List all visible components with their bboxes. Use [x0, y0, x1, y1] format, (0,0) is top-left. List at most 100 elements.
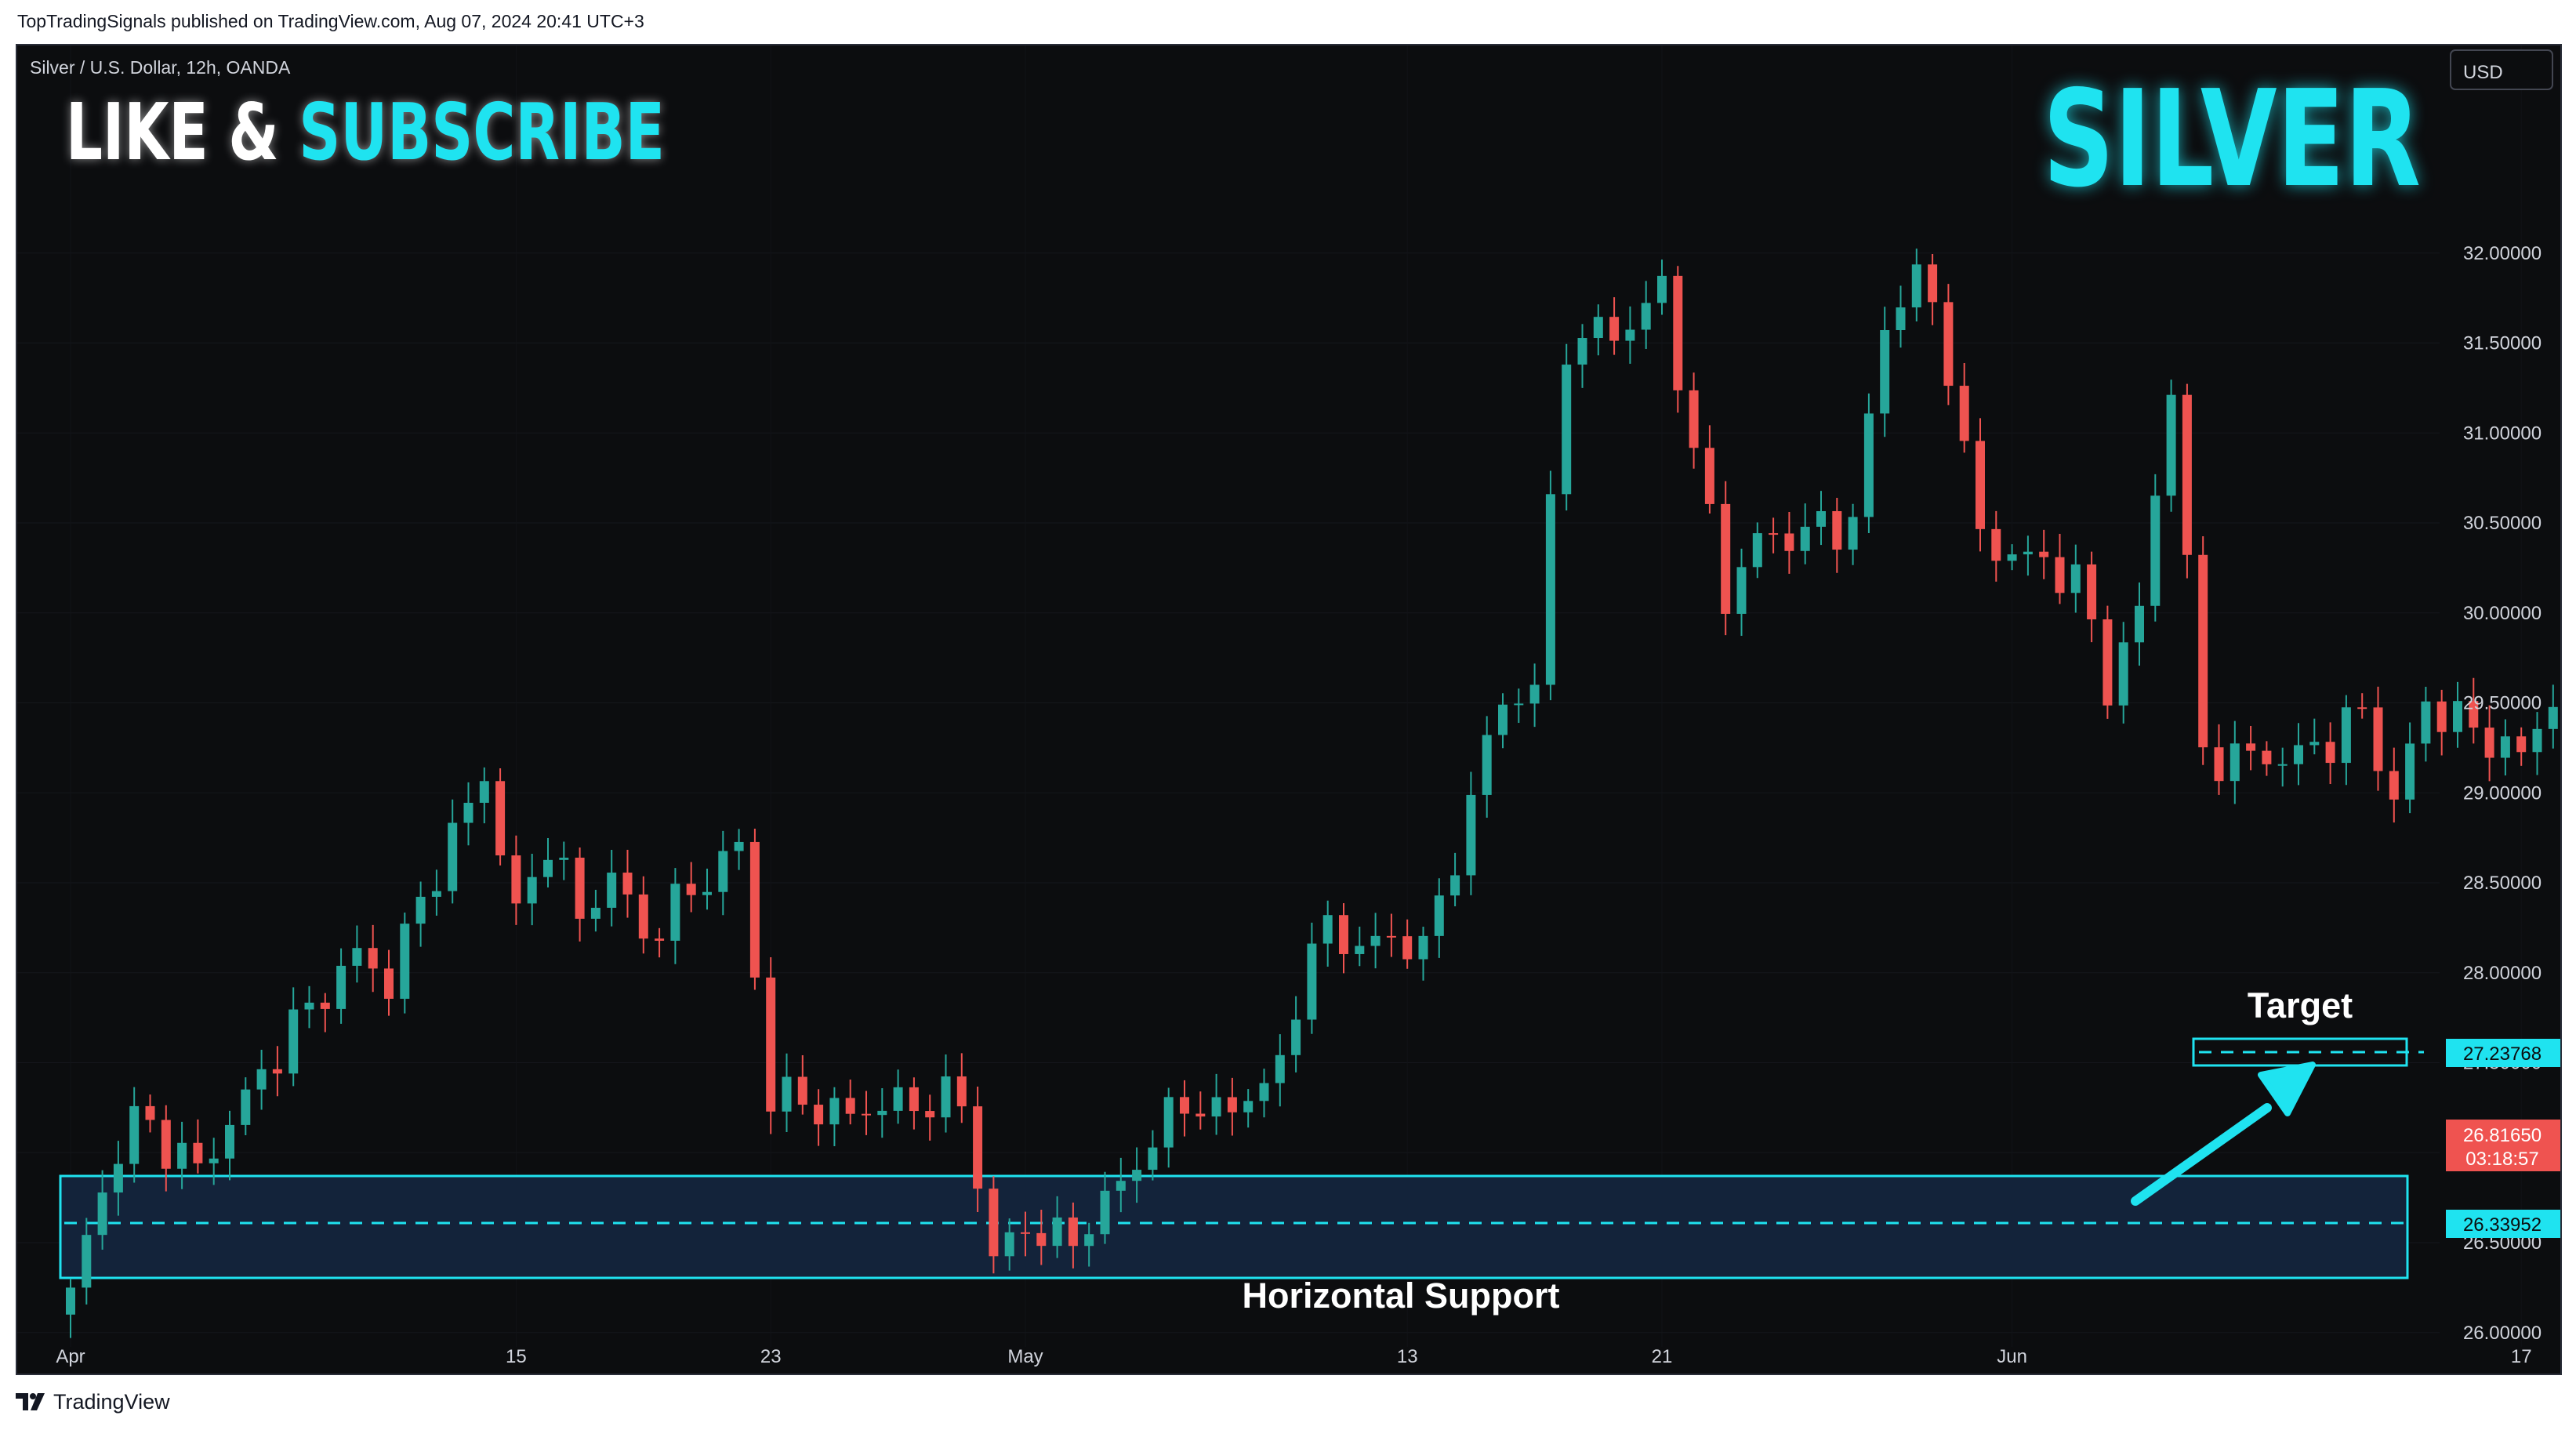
candle-body-30 — [543, 859, 553, 877]
candle-body-152 — [2484, 728, 2494, 758]
candle-body-151 — [2469, 701, 2479, 728]
candle-body-23 — [431, 891, 441, 897]
candle-body-99 — [1641, 303, 1651, 330]
candle-body-41 — [718, 851, 728, 892]
candle-body-82 — [1370, 935, 1381, 946]
candle-body-67 — [1132, 1170, 1142, 1181]
candle-body-21 — [400, 924, 410, 999]
candle-body-54 — [925, 1111, 935, 1118]
candle-body-138 — [2262, 750, 2272, 764]
candle-body-76 — [1275, 1054, 1285, 1083]
publisher-line: TopTradingSignals published on TradingVi… — [17, 11, 644, 31]
price-chart[interactable]: Silver / U.S. Dollar, 12h, OANDA LIKE & … — [17, 45, 2560, 1374]
candle-body-50 — [862, 1113, 871, 1116]
candle-body-130 — [2135, 605, 2144, 643]
candle-body-11 — [241, 1089, 251, 1125]
candle-body-105 — [1736, 567, 1747, 614]
candle-body-146 — [2389, 771, 2399, 800]
chart-panel[interactable]: Silver / U.S. Dollar, 12h, OANDA LIKE & … — [16, 44, 2562, 1375]
candle-body-20 — [384, 968, 394, 999]
candle-body-100 — [1657, 275, 1667, 303]
time-tick-4: 13 — [1397, 1346, 1418, 1367]
candle-body-88 — [1466, 794, 1476, 876]
candle-body-114 — [1880, 330, 1890, 414]
candle-body-36 — [638, 894, 648, 939]
candle-body-35 — [622, 873, 633, 895]
candle-body-24 — [448, 822, 458, 891]
candle-body-51 — [877, 1110, 887, 1116]
candle-body-139 — [2277, 764, 2288, 766]
time-tick-1: 15 — [506, 1346, 527, 1367]
candle-body-49 — [845, 1098, 855, 1114]
candle-body-12 — [256, 1069, 267, 1090]
tradingview-logo-icon — [16, 1393, 45, 1410]
candle-body-94 — [1562, 365, 1572, 495]
price-tick-8: 28.00000 — [2463, 963, 2542, 984]
time-tick-7: 17 — [2511, 1346, 2532, 1367]
target-price-text: 27.23768 — [2463, 1043, 2542, 1065]
candle-body-126 — [2070, 564, 2081, 593]
like-subscribe-banner: LIKE & SUBSCRIBE — [66, 86, 665, 178]
candle-body-55 — [941, 1076, 951, 1118]
candle-body-136 — [2230, 743, 2240, 782]
currency-button-label: USD — [2463, 62, 2503, 83]
candle-body-4 — [129, 1105, 140, 1164]
candle-body-155 — [2532, 728, 2542, 753]
candle-body-108 — [1784, 533, 1794, 551]
candle-body-40 — [702, 891, 712, 895]
candle-body-69 — [1163, 1097, 1174, 1148]
candle-body-62 — [1052, 1217, 1062, 1247]
candle-body-148 — [2421, 701, 2431, 744]
footer[interactable]: TradingView — [16, 1386, 170, 1417]
candle-body-15 — [304, 1002, 314, 1010]
candle-body-102 — [1689, 390, 1699, 448]
price-tick-7: 28.50000 — [2463, 873, 2542, 894]
candle-body-43 — [749, 841, 760, 978]
candle-body-154 — [2516, 736, 2527, 753]
candle-body-80 — [1339, 915, 1348, 954]
currency-button[interactable]: USD — [2450, 49, 2553, 90]
candle-body-143 — [2341, 707, 2351, 764]
candle-body-119 — [1959, 386, 1969, 441]
candle-body-153 — [2500, 736, 2510, 758]
candle-body-42 — [734, 841, 744, 851]
candle-body-83 — [1386, 935, 1396, 938]
footer-brand: TradingView — [53, 1389, 170, 1414]
candle-body-142 — [2325, 742, 2335, 764]
candle-body-96 — [1593, 317, 1603, 339]
candle-body-38 — [670, 884, 680, 941]
candle-body-39 — [686, 884, 696, 895]
time-tick-6: Jun — [1997, 1346, 2027, 1367]
price-tick-1: 31.50000 — [2463, 333, 2542, 354]
candle-body-156 — [2548, 706, 2558, 729]
candle-body-60 — [1021, 1232, 1030, 1234]
candle-body-78 — [1307, 943, 1317, 1020]
candle-body-63 — [1068, 1217, 1078, 1247]
price-tick-4: 30.00000 — [2463, 603, 2542, 624]
candle-body-53 — [909, 1087, 919, 1112]
candle-body-74 — [1243, 1101, 1254, 1112]
candle-body-59 — [1004, 1232, 1014, 1257]
support-price-tag: 26.33952 — [2446, 1210, 2560, 1238]
candle-body-135 — [2214, 747, 2224, 782]
candle-body-27 — [495, 781, 506, 856]
candle-body-70 — [1180, 1097, 1189, 1114]
candle-body-113 — [1863, 413, 1874, 517]
candle-body-3 — [113, 1163, 123, 1193]
candle-body-25 — [463, 802, 473, 823]
candle-body-137 — [2246, 743, 2256, 751]
subscribe-text: SUBSCRIBE — [299, 86, 665, 178]
candle-body-0 — [66, 1287, 75, 1315]
asset-title: SILVER — [2043, 62, 2421, 217]
candle-body-90 — [1498, 704, 1508, 735]
candle-body-16 — [320, 1002, 330, 1009]
symbol-header: Silver / U.S. Dollar, 12h, OANDA — [30, 57, 291, 78]
candle-body-6 — [161, 1120, 171, 1169]
candle-body-18 — [352, 948, 362, 966]
candle-body-14 — [288, 1009, 299, 1074]
support-zone[interactable] — [59, 1174, 2409, 1279]
candle-body-107 — [1769, 533, 1779, 535]
candle-body-91 — [1514, 703, 1524, 706]
candle-body-117 — [1928, 264, 1938, 303]
price-tick-2: 31.00000 — [2463, 423, 2542, 444]
